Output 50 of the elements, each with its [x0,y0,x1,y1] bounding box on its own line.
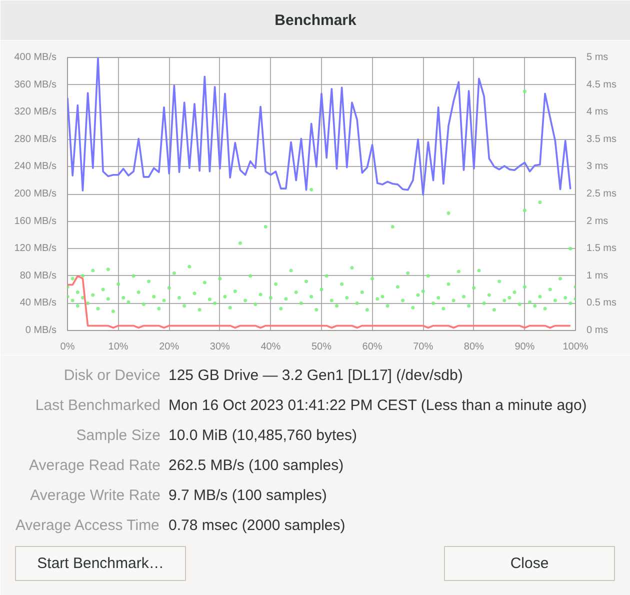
y-tick-label: 160 MB/s [14,216,57,227]
y2-tick-label: 0.5 ms [586,298,617,309]
x-tick-label: 0% [60,342,75,352]
y-tick-label: 240 MB/s [14,161,57,172]
y2-tick-label: 2 ms [586,216,608,227]
y2-tick-label: 5 ms [586,52,608,63]
y-tick-label: 80 MB/s [20,270,57,282]
y2-tick-label: 2.5 ms [586,188,617,200]
x-tick-label: 100% [562,342,588,352]
line-series [68,275,572,329]
y2-tick-label: 1.5 ms [586,243,617,254]
y2-tick-label: 1 ms [586,270,608,282]
text: Disk or Device [64,367,160,384]
y-tick-label: 360 MB/s [14,79,57,90]
y-tick-label: 40 MB/s [20,298,57,309]
x-tick-label: 60% [362,342,382,352]
text: Average Access Time [15,517,160,534]
y-tick-label: 280 MB/s [14,134,57,145]
text: Average Read Rate [29,457,161,474]
y-tick-label: 200 MB/s [14,188,57,200]
x-tick-label: 40% [260,342,281,352]
y-tick-label: 400 MB/s [14,52,57,63]
x-tick-label: 90% [514,342,535,352]
text: Mon 16 Oct 2023 01:41:22 PM CEST (Less than a minute ago) [168,397,587,414]
text: Start Benchmark… [37,555,164,572]
y2-tick-label: 0 ms [586,325,608,336]
line-series [68,58,572,196]
y2-tick-label: 4.5 ms [586,79,617,90]
y-tick-label: 320 MB/s [14,106,57,118]
x-tick-label: 30% [210,342,230,352]
x-tick-label: 20% [159,342,180,352]
y-tick-label: 0 MB/s [25,325,57,336]
y-tick-label: 120 MB/s [14,243,57,254]
text: Close [510,555,549,572]
y2-tick-label: 4 ms [586,106,608,118]
text: 0.78 msec (2000 samples) [168,517,346,534]
text: 125 GB Drive — 3.2 Gen1 [DL17] (/dev/sdb) [168,367,463,384]
text: Average Write Rate [30,487,160,504]
chart-title: Benchmark [274,12,358,29]
x-tick-label: 70% [413,342,434,352]
y2-tick-label: 3.5 ms [586,134,617,145]
text: 262.5 MB/s (100 samples) [168,457,344,474]
text: 10.0 MiB (10,485,760 bytes) [168,427,357,444]
x-tick-label: 80% [464,342,484,352]
text: 9.7 MB/s (100 samples) [168,487,327,504]
text: Sample Size [76,427,161,444]
x-tick-label: 10% [108,342,128,352]
text: Last Benchmarked [35,397,161,414]
x-tick-label: 50% [311,342,332,352]
y2-tick-label: 3 ms [586,161,608,172]
